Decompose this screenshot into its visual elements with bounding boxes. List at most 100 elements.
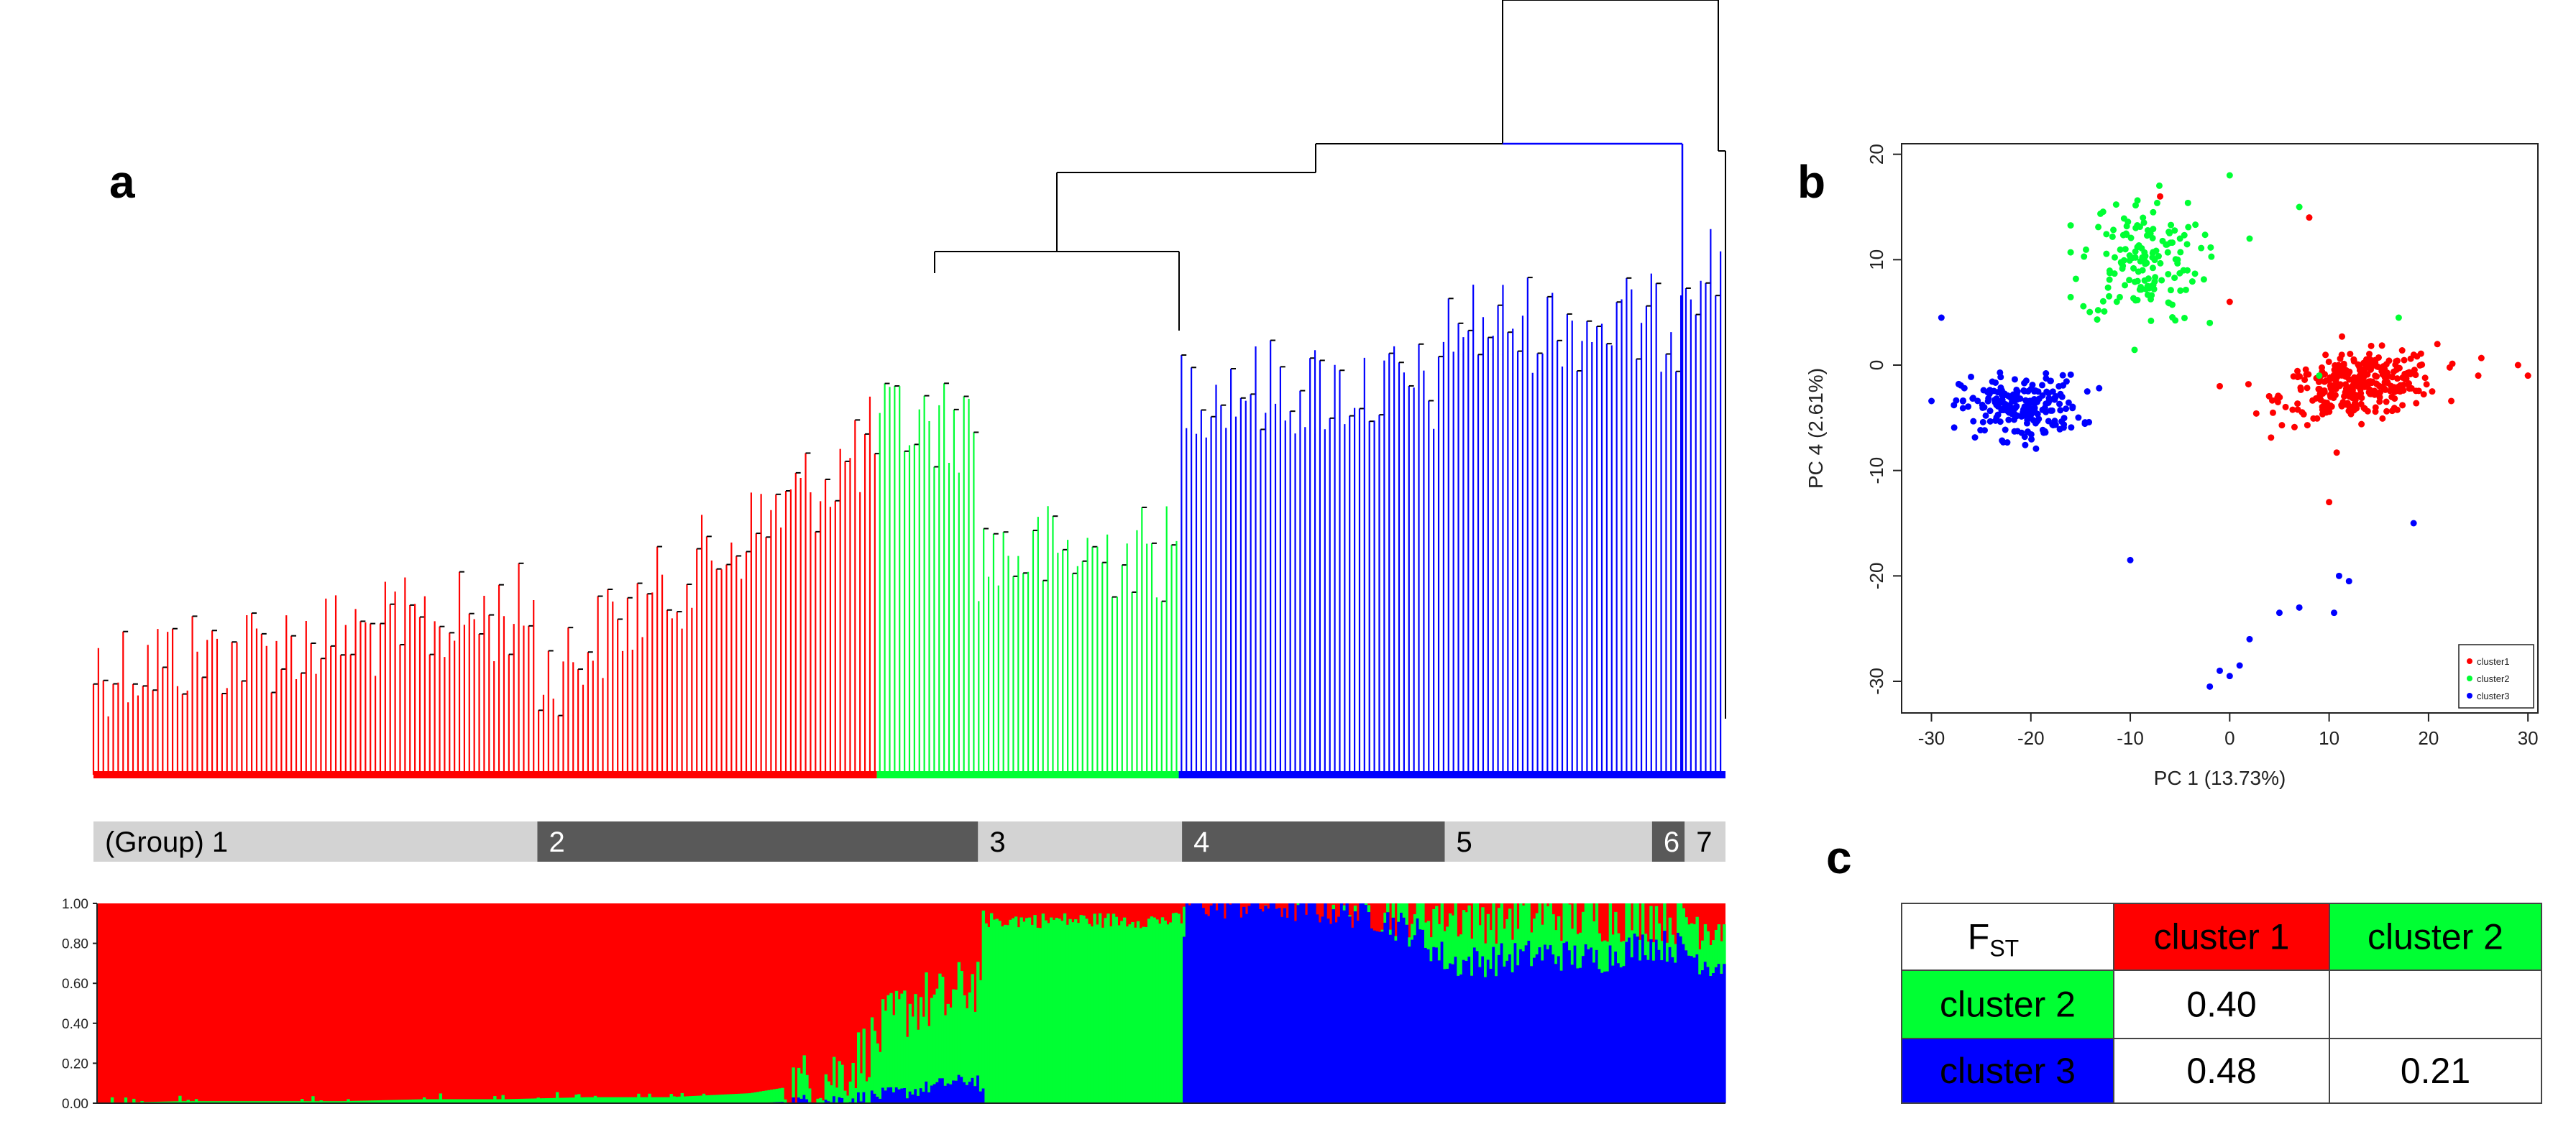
cluster2-point xyxy=(2208,253,2215,260)
cluster2-point xyxy=(2166,229,2173,236)
admixture-cluster2-bar xyxy=(132,1098,136,1103)
admixture-cluster3-bar xyxy=(1183,936,1186,1103)
admixture-cluster2-bar xyxy=(474,1099,478,1103)
admixture-cluster2-bar xyxy=(265,1101,269,1103)
admixture-cluster3-bar xyxy=(1342,910,1347,1103)
admixture-cluster3-bar xyxy=(1535,954,1539,1103)
admixture-cluster2-bar xyxy=(518,1098,521,1103)
admixture-cluster2-bar xyxy=(879,1051,882,1099)
admixture-cluster3-bar xyxy=(1413,935,1417,1103)
group-label: 4 xyxy=(1193,826,1209,858)
admixture-cluster2-bar xyxy=(550,1097,554,1103)
admixture-cluster2-bar xyxy=(851,1062,855,1099)
admixture-cluster3-bar xyxy=(1457,975,1460,1103)
cluster2-point xyxy=(2081,253,2088,260)
group-segment xyxy=(537,821,978,862)
admixture-cluster2-bar xyxy=(1617,933,1621,964)
admixture-cluster2-bar xyxy=(1516,929,1520,966)
admixture-cluster2-bar xyxy=(1587,903,1590,949)
cluster3-point xyxy=(1961,384,1968,392)
admixture-cluster3-bar xyxy=(935,1082,939,1103)
admixture-cluster2-bar xyxy=(1400,903,1403,913)
admixture-cluster2-bar xyxy=(935,988,939,1082)
admixture-cluster2-bar xyxy=(452,1099,456,1103)
admixture-cluster3-bar xyxy=(1356,921,1360,1103)
admixture-cluster2-bar xyxy=(770,1090,774,1102)
admixture-cluster2-bar xyxy=(162,1101,165,1103)
admixture-cluster3-bar xyxy=(1264,906,1268,1103)
admixture-cluster3-bar xyxy=(1516,965,1520,1103)
admixture-cluster2-bar xyxy=(705,1095,708,1103)
admixture-cluster2-bar xyxy=(224,1101,228,1103)
admixture-cluster2-bar xyxy=(379,1100,382,1103)
cluster2-point xyxy=(2165,270,2172,277)
cluster1-point xyxy=(2157,193,2164,200)
admixture-cluster2-bar xyxy=(865,1081,868,1103)
admixture-cluster2-bar xyxy=(458,1099,462,1103)
cluster2-point xyxy=(2094,307,2101,314)
admixture-cluster2-bar xyxy=(911,1016,915,1095)
admixture-cluster2-bar xyxy=(1584,903,1588,944)
admixture-cluster3-bar xyxy=(1687,955,1691,1103)
admixture-cluster2-bar xyxy=(1535,913,1539,954)
admixture-cluster2-bar xyxy=(659,1097,662,1103)
cluster3-point xyxy=(1986,407,1994,415)
admixture-cluster3-bar xyxy=(1690,956,1694,1103)
legend-swatch xyxy=(2467,676,2472,681)
admixture-cluster2-bar xyxy=(1633,903,1637,934)
admixture-cluster3-bar xyxy=(1505,960,1509,1103)
admixture-cluster2-bar xyxy=(1611,934,1615,966)
admixture-cluster3-bar xyxy=(1677,932,1680,1103)
cluster1-point xyxy=(2387,387,2394,395)
fst-value: 0.40 xyxy=(2186,985,2256,1025)
admixture-cluster2-bar xyxy=(1682,908,1685,944)
admixture-cluster2-bar xyxy=(1568,904,1572,951)
cluster1-point xyxy=(2391,395,2398,402)
admixture-cluster2-bar xyxy=(1546,906,1550,949)
admixture-cluster3-bar xyxy=(1649,939,1653,1103)
admixture-cluster3-bar xyxy=(1720,973,1723,1103)
admixture-cluster2-bar xyxy=(1397,903,1401,922)
admixture-cluster2-bar xyxy=(892,1015,896,1092)
admixture-cluster3-bar xyxy=(1478,967,1482,1103)
admixture-cluster3-bar xyxy=(1258,908,1262,1103)
admixture-cluster3-bar xyxy=(1315,914,1319,1103)
admixture-cluster2-bar xyxy=(368,1100,372,1103)
cluster2-point xyxy=(2094,316,2101,323)
cluster2-point xyxy=(2188,278,2196,285)
admixture-cluster2-bar xyxy=(1416,903,1420,918)
admixture-cluster3-bar xyxy=(1674,962,1677,1103)
admixture-cluster3-bar xyxy=(1633,934,1637,1103)
admixture-cluster2-bar xyxy=(653,1097,657,1103)
admixture-cluster2-bar xyxy=(1163,920,1167,1103)
admixture-cluster2-bar xyxy=(1348,915,1352,917)
admixture-cluster2-bar xyxy=(428,1099,431,1103)
group-segment xyxy=(1444,821,1652,862)
pca-y-tick: -10 xyxy=(1866,457,1887,484)
admixture-cluster2-bar xyxy=(1136,921,1140,1103)
admixture-cluster3-bar xyxy=(1630,957,1634,1103)
cluster1-point xyxy=(2419,361,2426,368)
cluster2-point xyxy=(2080,303,2087,310)
admixture-plot: 1.00 0.80 0.60 0.40 0.20 0.00 xyxy=(62,897,1726,1112)
admixture-cluster2-bar xyxy=(1619,941,1623,967)
cluster2-point xyxy=(2111,254,2118,261)
cluster1-point xyxy=(2340,360,2347,367)
admixture-cluster3-bar xyxy=(1712,972,1715,1103)
cluster2-point xyxy=(2157,259,2164,267)
admixture-cluster3-bar xyxy=(884,1090,888,1103)
admixture-cluster2-bar xyxy=(290,1101,293,1103)
admixture-cluster3-bar xyxy=(824,1100,828,1103)
admixture-cluster3-bar xyxy=(1592,962,1596,1103)
cluster1-point xyxy=(2340,365,2347,372)
admixture-cluster2-bar xyxy=(1009,919,1012,1103)
admixture-cluster2-bar xyxy=(1470,938,1474,976)
admixture-cluster2-bar xyxy=(183,1101,188,1103)
admixture-cluster2-bar xyxy=(1505,918,1509,961)
admixture-cluster2-bar xyxy=(1435,906,1439,948)
admixture-cluster2-bar xyxy=(1508,908,1512,954)
fst-header: cluster 1 xyxy=(2154,917,2290,957)
cluster2-point xyxy=(2149,254,2156,261)
cluster2-point xyxy=(2296,203,2303,211)
admixture-cluster3-bar xyxy=(1706,967,1710,1103)
